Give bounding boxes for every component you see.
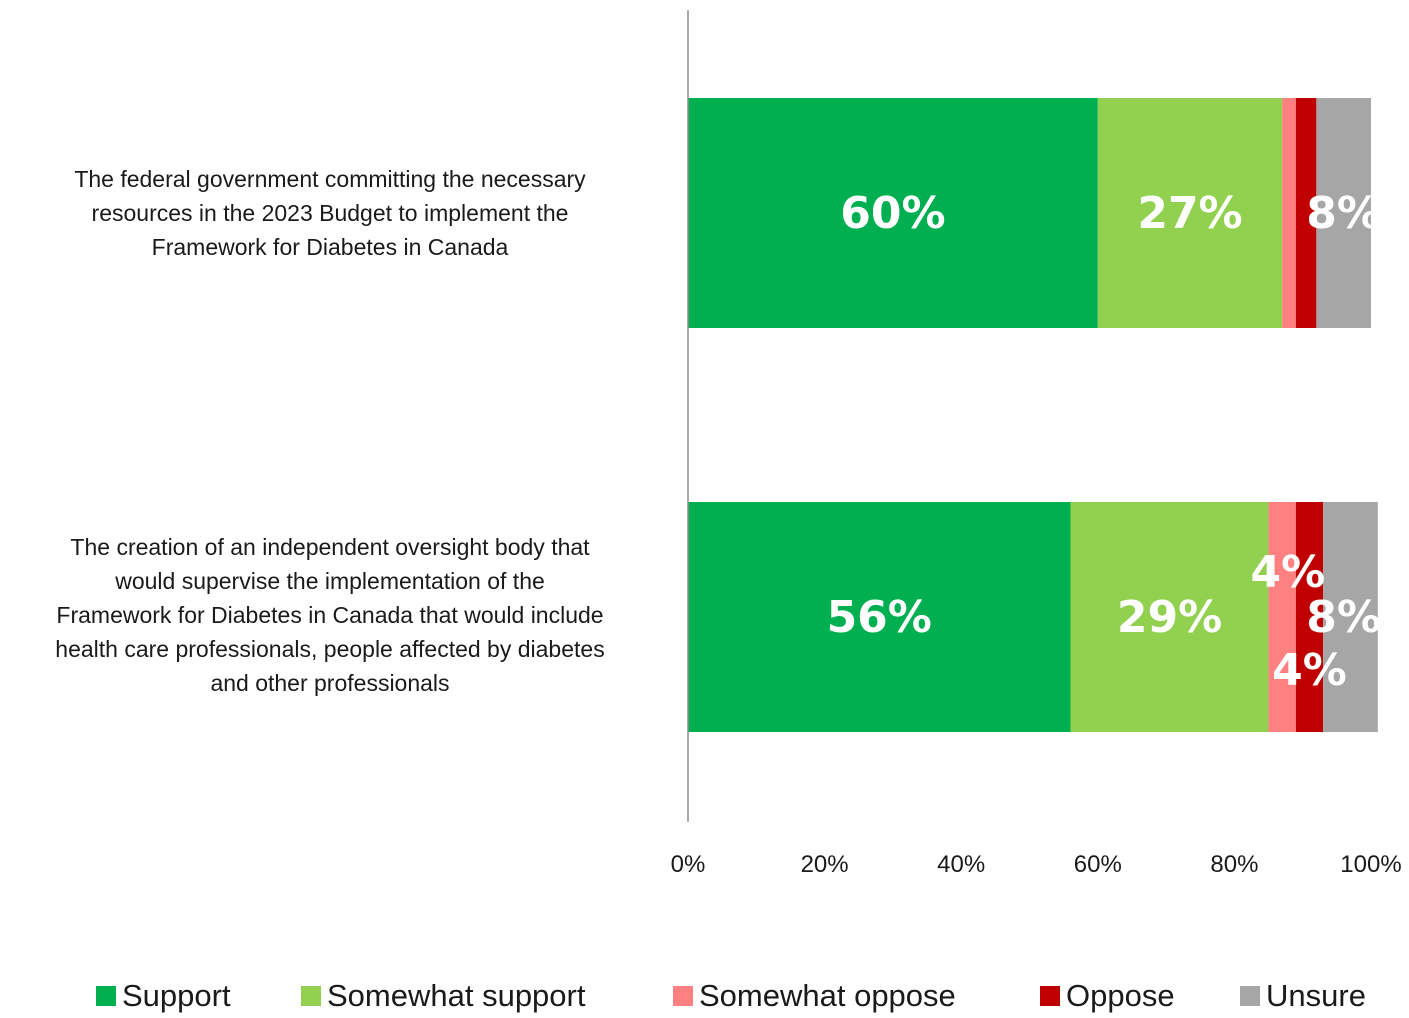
category-label-line: would supervise the implementation of th… <box>115 568 545 594</box>
bar-support-1 <box>688 502 1071 732</box>
data-label-support-0: 60% <box>840 188 945 239</box>
legend-swatch <box>673 986 693 1006</box>
data-label-oppose-1: 4% <box>1272 645 1347 696</box>
bar-unsure-1 <box>1323 502 1378 732</box>
legend-label: Somewhat support <box>327 978 586 1013</box>
bar-unsure-0 <box>1316 98 1371 328</box>
category-label-1: The creation of an independent oversight… <box>0 530 660 700</box>
bar-oppose-0 <box>1295 98 1317 328</box>
stacked-bar-chart: 0% 20% 40% 60% 80% 100%60% 27% 8%56% 29%4%4%8% <box>671 10 1402 878</box>
legend-swatch <box>1040 986 1060 1006</box>
bar-oppose-1 <box>1295 502 1324 732</box>
x-tick-label: 60% <box>1074 851 1122 878</box>
category-label-line: The creation of an independent oversight… <box>70 534 590 560</box>
legend-item-unsure: Unsure <box>1240 978 1366 1014</box>
legend-label: Somewhat oppose <box>699 978 956 1013</box>
category-label-line: health care professionals, people affect… <box>55 636 605 662</box>
legend-item-oppose: Oppose <box>1040 978 1175 1014</box>
bar-support-0 <box>688 98 1098 328</box>
data-label-somewhat-oppose-1: 4% <box>1251 547 1326 598</box>
legend-label: Support <box>122 978 231 1013</box>
legend-item-support: Support <box>96 978 231 1014</box>
category-label-line: and other professionals <box>210 670 450 696</box>
legend-swatch <box>301 986 321 1006</box>
legend-item-somewhat-oppose: Somewhat oppose <box>673 978 956 1014</box>
legend-label: Unsure <box>1266 978 1366 1013</box>
category-label-line: Framework for Diabetes in Canada that wo… <box>56 602 604 628</box>
x-tick-label: 20% <box>801 851 849 878</box>
bar-somewhat-support-0 <box>1097 98 1283 328</box>
legend-label: Oppose <box>1066 978 1175 1013</box>
legend-swatch <box>96 986 116 1006</box>
x-tick-label: 0% <box>671 851 706 878</box>
data-label-unsure-1: 8% <box>1306 592 1381 643</box>
bar-somewhat-oppose-0 <box>1282 98 1296 328</box>
data-label-support-1: 56% <box>827 592 932 643</box>
x-tick-label: 80% <box>1210 851 1258 878</box>
data-label-somewhat-support-0: 27% <box>1137 188 1242 239</box>
category-label-0: The federal government committing the ne… <box>0 162 660 264</box>
legend: Support Somewhat support Somewhat oppose Op… <box>0 978 1409 1018</box>
data-label-unsure-0: 8% <box>1306 188 1381 239</box>
bar-somewhat-support-1 <box>1070 502 1269 732</box>
x-tick-label: 100% <box>1340 851 1401 878</box>
category-label-line: The federal government committing the ne… <box>74 166 586 192</box>
category-label-line: resources in the 2023 Budget to implemen… <box>91 200 569 226</box>
data-label-somewhat-support-1: 29% <box>1117 592 1222 643</box>
bar-somewhat-oppose-1 <box>1268 502 1296 732</box>
category-label-line: Framework for Diabetes in Canada <box>151 234 509 260</box>
legend-swatch <box>1240 986 1260 1006</box>
x-tick-label: 40% <box>937 851 985 878</box>
legend-item-somewhat-support: Somewhat support <box>301 978 585 1014</box>
